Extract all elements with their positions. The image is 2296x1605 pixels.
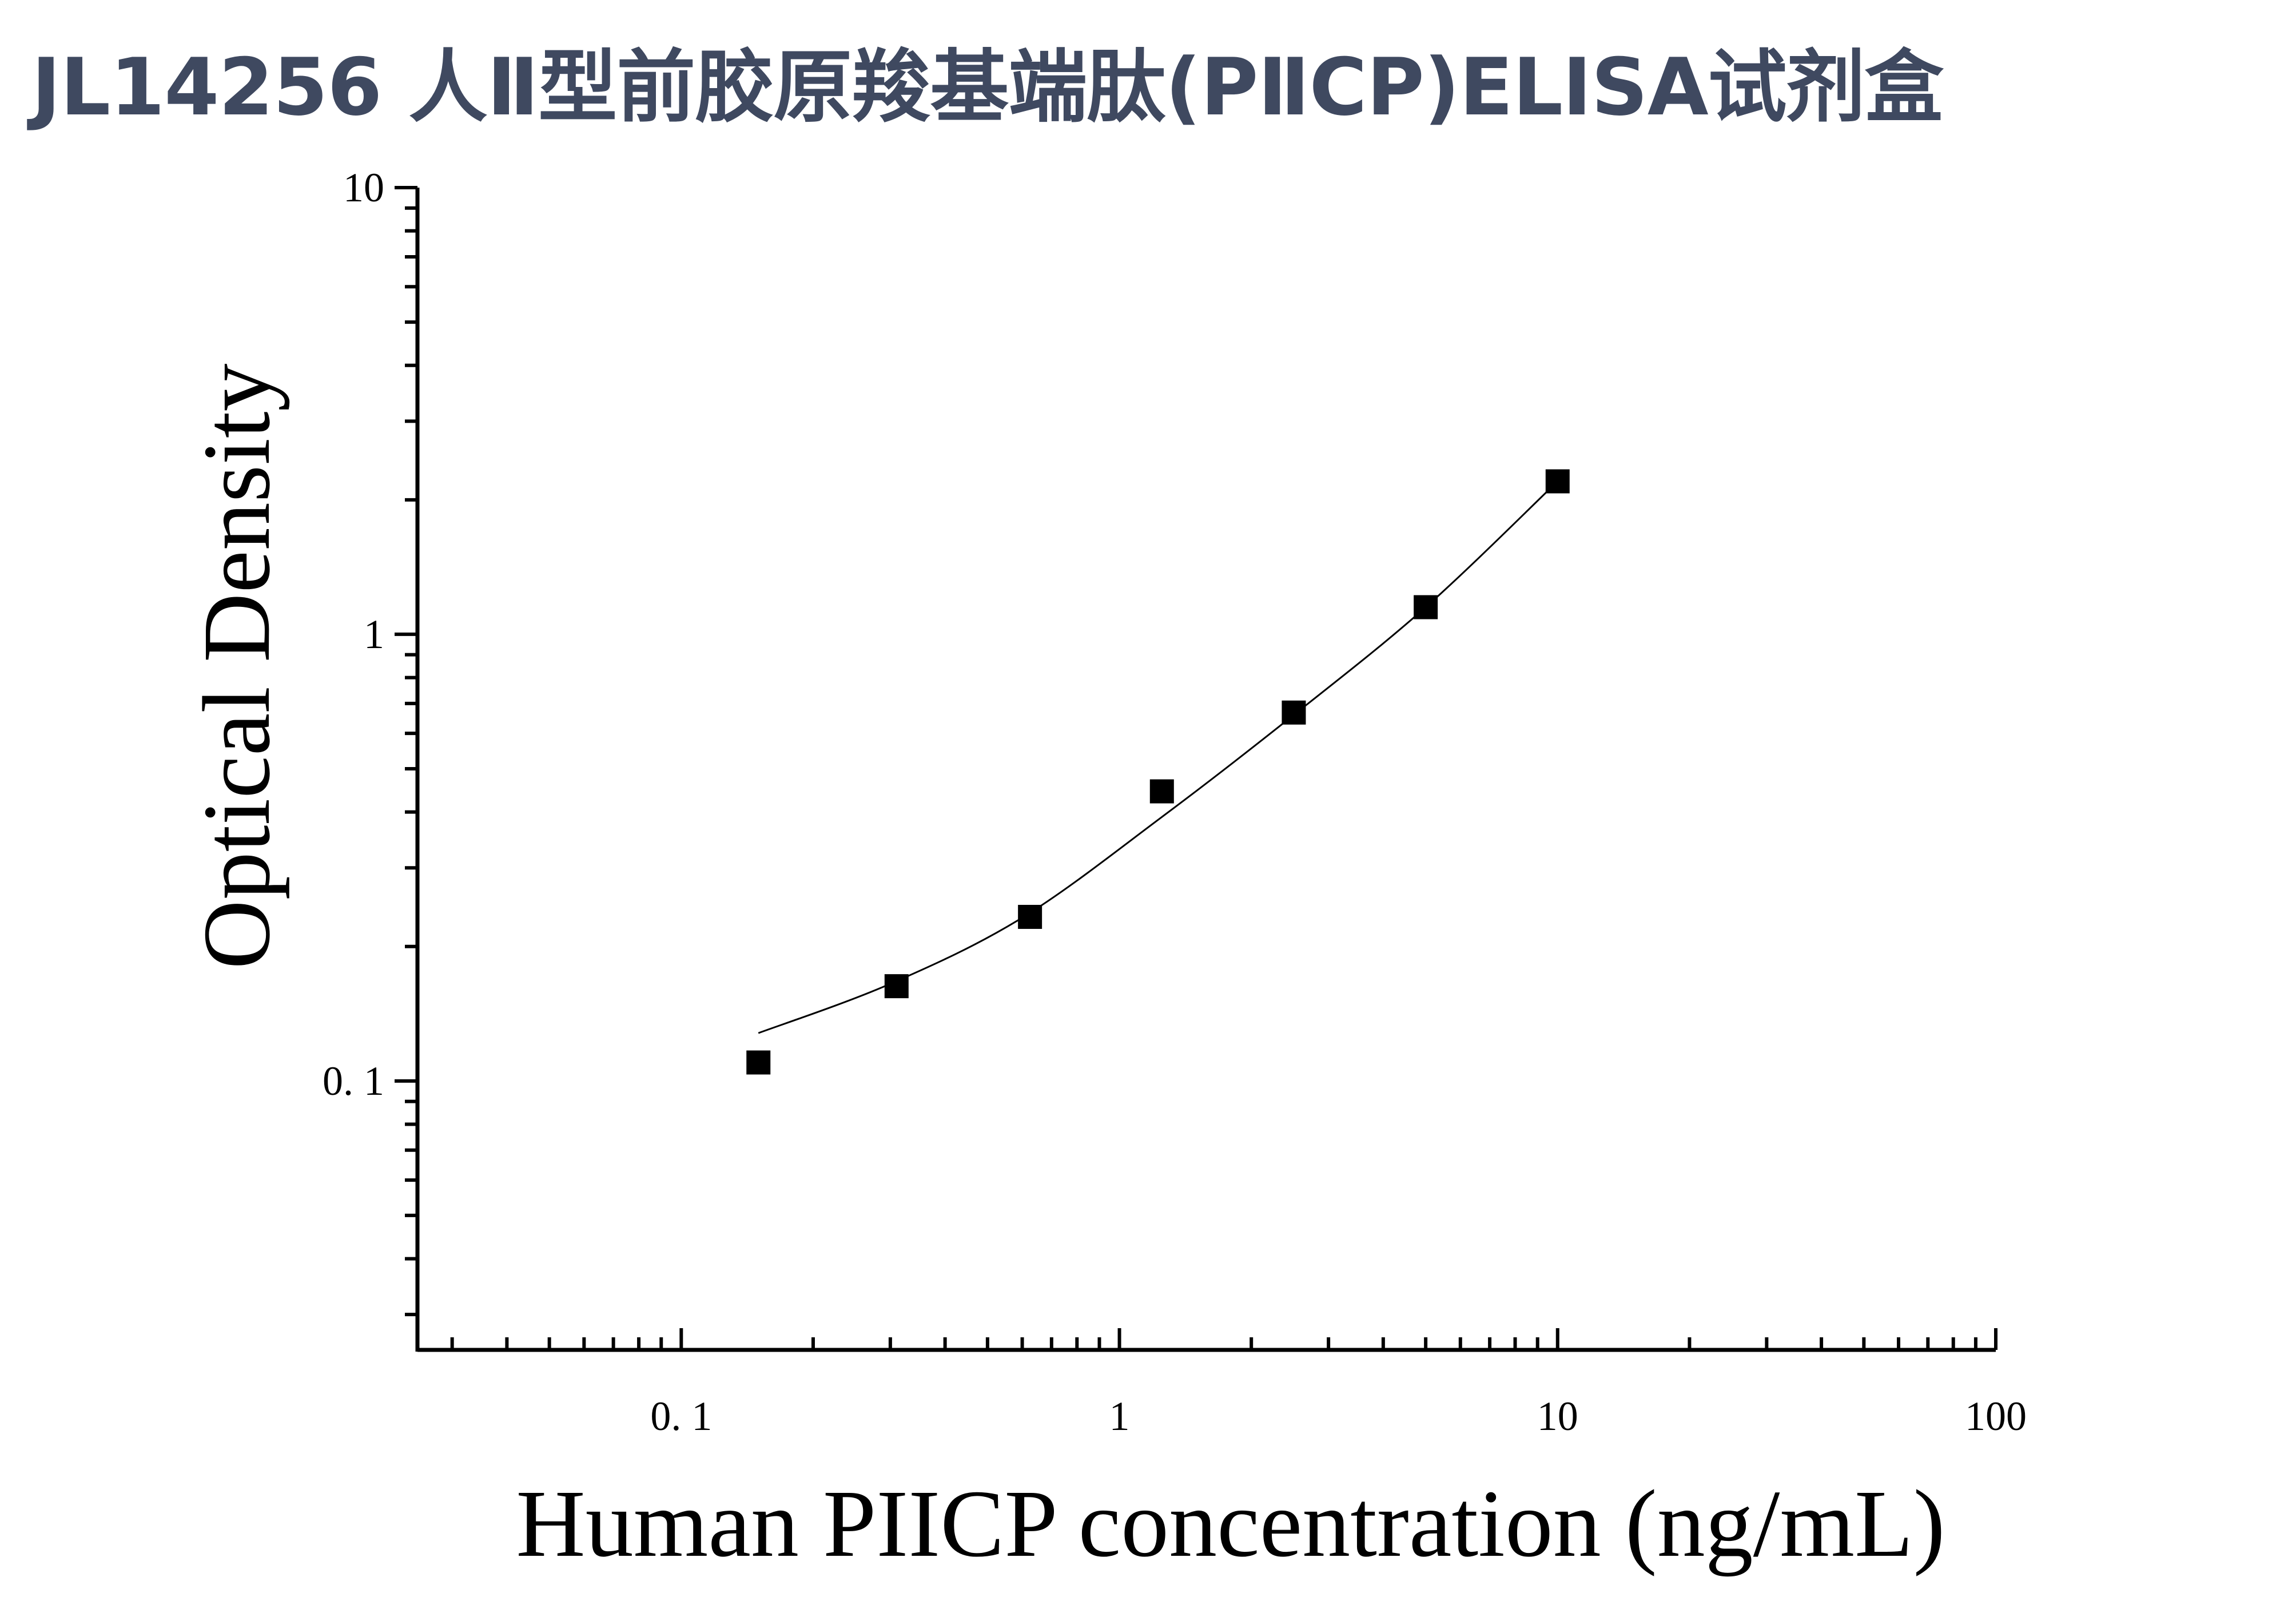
fit-curve [758, 480, 1558, 1034]
y-axis-ticks [395, 186, 417, 1317]
data-point [1414, 595, 1438, 619]
tick-labels: 0. 1 1 10 100 0. 1 1 10 [323, 165, 2027, 1439]
x-axis-ticks [450, 1328, 1997, 1350]
data-point [746, 1050, 771, 1075]
data-point [1149, 779, 1174, 804]
data-points [746, 469, 1570, 1075]
x-tick-label: 1 [1109, 1393, 1130, 1439]
page-title: JL14256 人Ⅱ型前胶原羧基端肽(PⅡCP)ELISA试剂盒 [31, 41, 1944, 133]
y-tick-label: 10 [343, 165, 384, 210]
x-tick-label: 0. 1 [650, 1393, 712, 1439]
data-point [1018, 904, 1042, 929]
data-point [1545, 469, 1570, 494]
data-point [1282, 700, 1306, 725]
data-point [884, 974, 909, 999]
x-axis-title: Human PIICP concentration (ng/mL) [516, 1471, 1945, 1577]
y-axis-title: Optical Density [184, 363, 290, 969]
axes [415, 188, 1996, 1352]
y-tick-label: 1 [364, 611, 384, 657]
x-tick-label: 100 [1965, 1393, 2027, 1439]
x-tick-label: 10 [1537, 1393, 1578, 1439]
y-tick-label: 0. 1 [323, 1058, 384, 1104]
